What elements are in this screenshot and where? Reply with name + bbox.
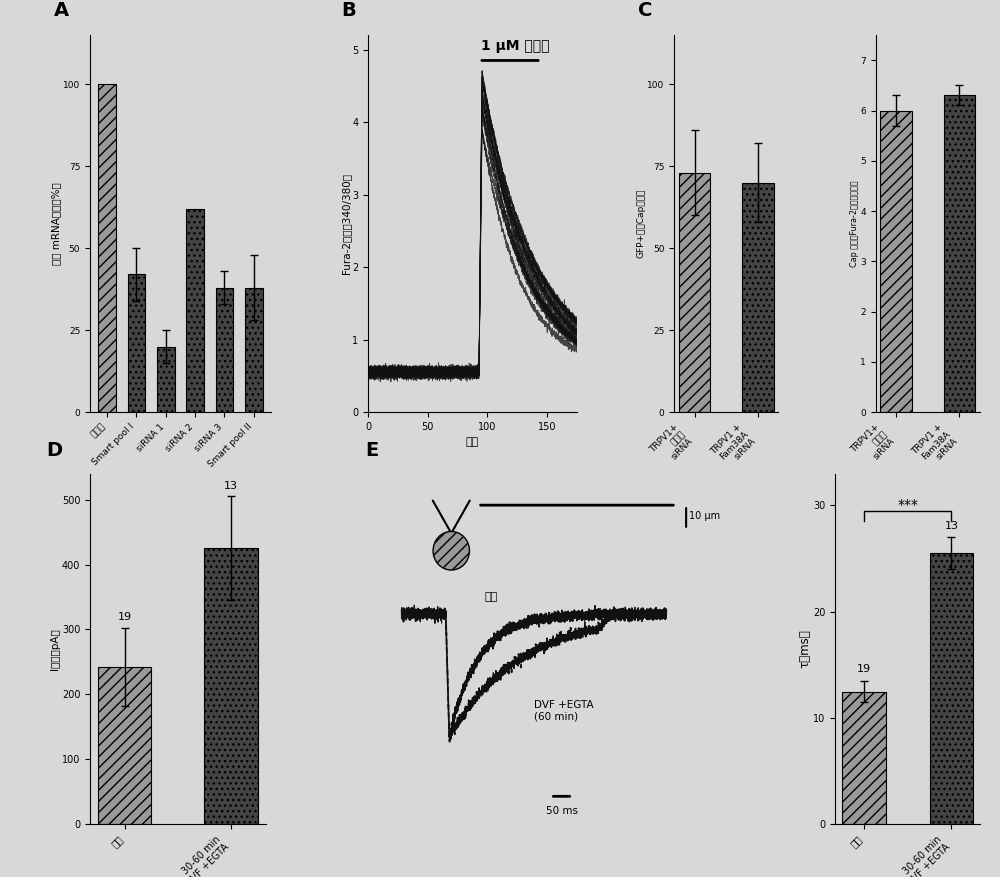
- Y-axis label: τ（ms）: τ（ms）: [799, 630, 812, 668]
- Text: DVF +EGTA
(60 min): DVF +EGTA (60 min): [534, 700, 594, 721]
- Y-axis label: I最大（pA）: I最大（pA）: [50, 628, 60, 670]
- Text: A: A: [54, 1, 69, 20]
- Text: D: D: [46, 441, 62, 460]
- Bar: [930, 553, 973, 824]
- Text: E: E: [365, 441, 379, 460]
- Bar: [944, 96, 975, 412]
- Bar: [880, 111, 912, 412]
- Text: 1 μM 轣椒素: 1 μM 轣椒素: [481, 39, 550, 53]
- Text: 10 µm: 10 µm: [689, 510, 721, 521]
- Text: 19: 19: [857, 665, 871, 674]
- Text: 对照: 对照: [484, 592, 498, 602]
- X-axis label: 时间: 时间: [466, 438, 479, 447]
- Text: 13: 13: [224, 481, 238, 490]
- Bar: [216, 288, 233, 412]
- Text: ***: ***: [897, 497, 918, 511]
- Bar: [204, 548, 258, 824]
- Text: 50 ms: 50 ms: [546, 806, 578, 816]
- Text: B: B: [341, 1, 356, 20]
- Bar: [742, 182, 774, 412]
- Y-axis label: 相对 mRNA表达（%）: 相对 mRNA表达（%）: [52, 182, 62, 265]
- Text: 13: 13: [944, 521, 958, 531]
- Bar: [245, 288, 263, 412]
- Y-axis label: Cap 响应（Fura-2比率倍数变）: Cap 响应（Fura-2比率倍数变）: [850, 181, 859, 267]
- Bar: [679, 173, 710, 412]
- Y-axis label: GFP+中的Cap响应者: GFP+中的Cap响应者: [637, 189, 646, 259]
- Bar: [186, 209, 204, 412]
- Circle shape: [433, 531, 469, 570]
- Bar: [128, 275, 145, 412]
- Bar: [157, 346, 175, 412]
- Text: 19: 19: [118, 612, 132, 623]
- Bar: [842, 691, 886, 824]
- Y-axis label: Fura-2比率（340/380）: Fura-2比率（340/380）: [341, 173, 351, 275]
- Bar: [98, 667, 151, 824]
- Text: C: C: [638, 1, 652, 20]
- Bar: [98, 84, 116, 412]
